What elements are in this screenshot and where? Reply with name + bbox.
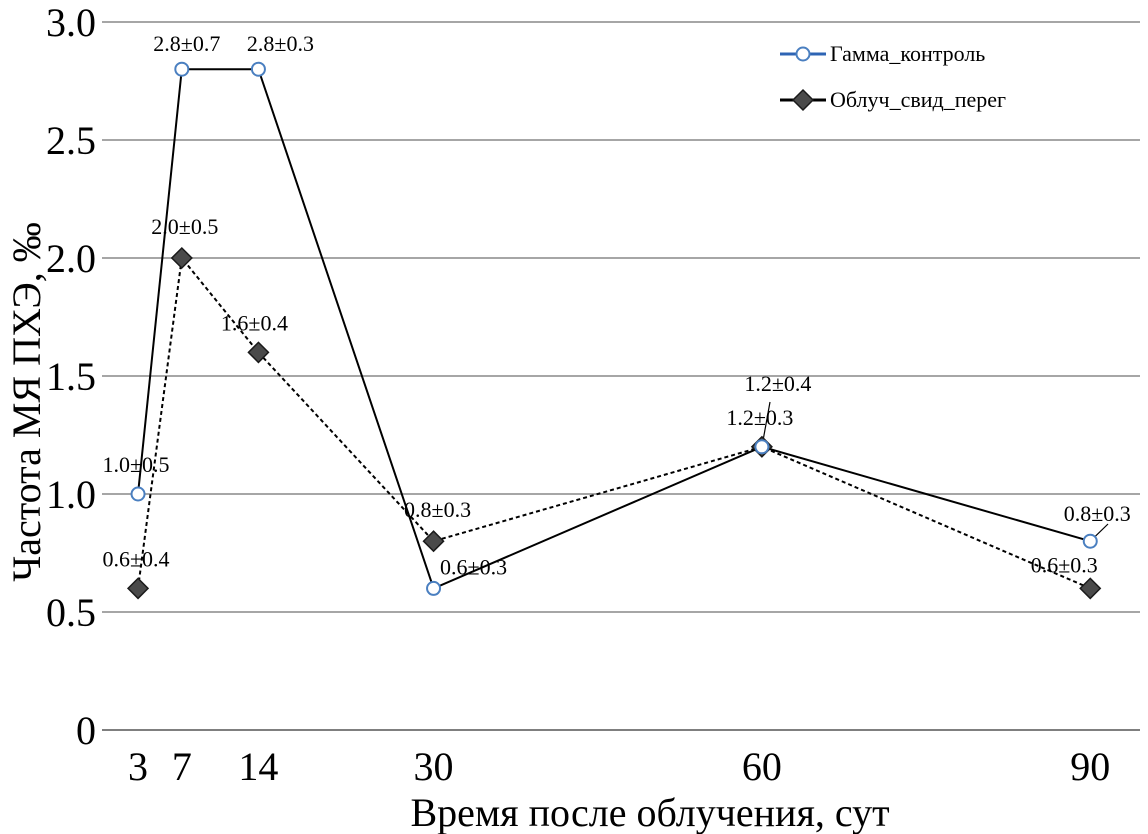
y-tick-label: 1.5 — [46, 354, 96, 399]
y-tick-label: 2.0 — [46, 236, 96, 281]
x-tick-label: 90 — [1070, 744, 1110, 789]
series-line — [137, 255, 1091, 590]
data-point-diamond — [422, 530, 445, 553]
label-leader-lines — [761, 401, 1109, 542]
x-axis-title: Время после облучения, сут — [410, 790, 889, 834]
data-label: 2.0±0.5 — [151, 214, 218, 239]
x-tick-label: 60 — [742, 744, 782, 789]
data-label: 0.6±0.3 — [440, 554, 507, 579]
data-label: 0.6±0.4 — [102, 546, 169, 571]
y-tick-label: 0 — [76, 708, 96, 753]
data-label: 0.8±0.3 — [1064, 501, 1131, 526]
data-point-circle — [1082, 533, 1098, 549]
series-line — [137, 68, 1091, 590]
x-tick-label: 30 — [414, 744, 454, 789]
data-label: 2.8±0.7 — [153, 31, 220, 56]
y-tick-label: 0.5 — [46, 590, 96, 635]
data-point-circle — [130, 486, 146, 502]
series-lines — [137, 68, 1091, 590]
y-tick-label: 1.0 — [46, 472, 96, 517]
data-point-circle — [754, 439, 770, 455]
y-tick-label: 3.0 — [46, 0, 96, 45]
x-tick-label: 7 — [172, 744, 192, 789]
data-label: 1.2±0.4 — [744, 371, 811, 396]
data-point-diamond — [247, 341, 270, 364]
data-label: 0.8±0.3 — [404, 497, 471, 522]
data-point-diamond — [1079, 577, 1102, 600]
data-point-diamond — [791, 88, 815, 112]
legend: Гамма_контроль Облуч_свид_перег — [780, 41, 1006, 112]
data-point-circle — [250, 61, 266, 77]
data-point-diamond — [170, 246, 193, 270]
data-point-circle — [174, 61, 190, 77]
y-tick-label: 2.5 — [46, 118, 96, 163]
x-tick-label: 3 — [128, 744, 148, 789]
y-axis-ticks: 0 0.5 1.0 1.5 2.0 2.5 3.0 — [46, 0, 96, 753]
y-axis-title: Частота МЯ ПХЭ, ‰ — [4, 222, 49, 582]
data-label: 0.6±0.3 — [1031, 552, 1098, 577]
data-label: 2.8±0.3 — [247, 31, 314, 56]
legend-label: Облуч_свид_перег — [830, 87, 1006, 112]
legend-label: Гамма_контроль — [830, 41, 985, 66]
data-label: 1.0±0.5 — [102, 452, 169, 477]
data-labels: 1.0±0.5 2.8±0.7 2.8±0.3 0.6±0.3 1.2±0.3 0.8±0… — [102, 31, 1130, 579]
data-label: 1.2±0.3 — [726, 405, 793, 430]
series-markers — [126, 61, 1102, 600]
x-axis-ticks: 3 7 14 30 60 90 — [128, 744, 1110, 789]
data-label: 1.6±0.4 — [221, 310, 288, 335]
gridlines — [102, 21, 1140, 613]
x-tick-label: 14 — [238, 744, 278, 789]
data-point-circle — [426, 580, 442, 596]
data-point-circle — [795, 46, 811, 62]
data-point-diamond — [126, 577, 150, 600]
